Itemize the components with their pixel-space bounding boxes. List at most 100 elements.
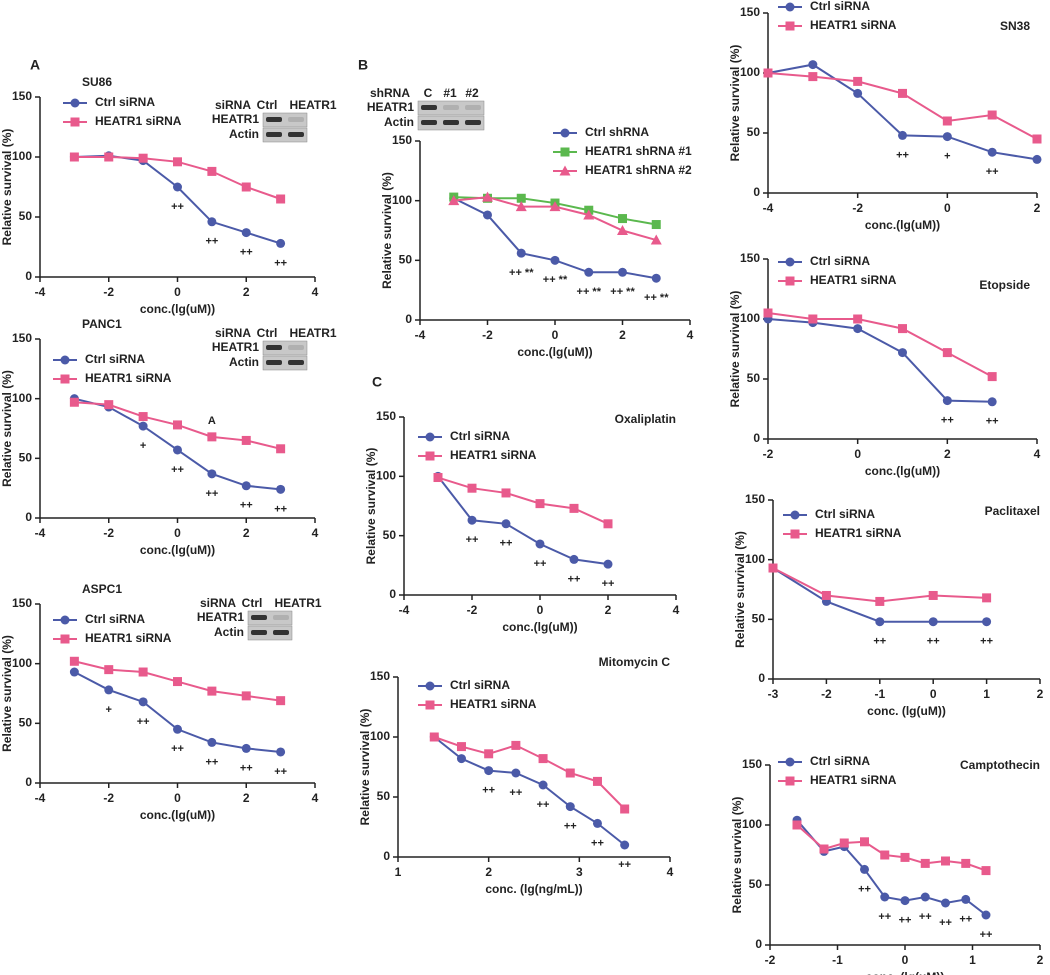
x-tick-label: 4 bbox=[1034, 447, 1041, 461]
y-tick-label: 50 bbox=[19, 716, 33, 730]
data-point bbox=[763, 68, 773, 78]
data-point bbox=[875, 617, 885, 627]
data-point bbox=[651, 220, 661, 230]
data-point bbox=[942, 132, 952, 142]
x-tick-label: -2 bbox=[482, 328, 493, 342]
y-axis-label: Relative survival (%) bbox=[364, 448, 378, 565]
significance-mark: ++ ** bbox=[509, 267, 534, 279]
y-tick-label: 50 bbox=[19, 209, 33, 223]
legend-marker bbox=[785, 776, 795, 786]
x-tick-label: 0 bbox=[854, 447, 861, 461]
significance-mark: ++ bbox=[602, 578, 615, 590]
data-point bbox=[433, 473, 443, 483]
blot-band bbox=[421, 105, 437, 110]
legend-label: HEATR1 siRNA bbox=[450, 697, 537, 711]
x-axis-label: conc.(lg(uM)) bbox=[865, 218, 940, 232]
significance-mark: ++ ** bbox=[577, 286, 602, 298]
data-point bbox=[860, 864, 869, 874]
data-point bbox=[276, 194, 286, 204]
blot-band bbox=[288, 345, 304, 350]
data-point bbox=[69, 667, 79, 677]
fit-line bbox=[437, 476, 609, 525]
significance-mark: + bbox=[944, 151, 950, 163]
y-tick-label: 150 bbox=[12, 89, 32, 103]
data-point bbox=[538, 754, 548, 764]
legend-marker bbox=[785, 757, 795, 767]
data-point bbox=[456, 742, 466, 752]
legend-label: Ctrl siRNA bbox=[810, 754, 870, 768]
legend-label: Ctrl siRNA bbox=[450, 678, 510, 692]
data-point bbox=[928, 590, 938, 600]
y-tick-label: 0 bbox=[758, 671, 765, 685]
fit-line bbox=[433, 736, 626, 810]
significance-mark: ++ ** bbox=[543, 274, 568, 286]
y-tick-label: 150 bbox=[12, 331, 32, 345]
data-point bbox=[207, 686, 217, 696]
data-point bbox=[511, 740, 521, 750]
x-tick-label: 0 bbox=[902, 953, 909, 967]
x-tick-label: 2 bbox=[485, 865, 492, 879]
blot-header: Ctrl bbox=[257, 326, 278, 340]
y-axis-label: Relative survival (%) bbox=[0, 370, 14, 487]
data-point bbox=[276, 238, 286, 248]
data-point bbox=[516, 248, 526, 258]
data-point bbox=[808, 72, 818, 82]
x-tick-label: -2 bbox=[467, 603, 478, 617]
data-point bbox=[173, 724, 182, 734]
y-tick-label: 100 bbox=[12, 149, 32, 163]
significance-mark: ++ bbox=[980, 929, 993, 941]
blot-band bbox=[465, 120, 481, 125]
data-point bbox=[920, 892, 930, 902]
blot-band bbox=[251, 615, 267, 620]
x-axis-label: conc. (lg(uM)) bbox=[866, 970, 945, 975]
data-point bbox=[853, 324, 863, 334]
blot-header: Ctrl bbox=[242, 596, 263, 610]
data-point bbox=[821, 590, 831, 600]
data-point bbox=[900, 896, 910, 906]
x-axis-label: conc.(lg(uM)) bbox=[865, 464, 940, 478]
significance-mark: ++ bbox=[466, 534, 479, 546]
y-tick-label: 100 bbox=[392, 193, 412, 207]
blot-header: siRNA bbox=[215, 98, 251, 112]
data-point bbox=[1032, 154, 1042, 164]
data-point bbox=[484, 749, 494, 759]
x-axis-label: conc. (lg(ng/mL)) bbox=[485, 882, 582, 896]
data-point bbox=[241, 481, 251, 491]
data-point bbox=[592, 818, 602, 828]
blot-strip bbox=[262, 340, 308, 356]
fit-line bbox=[437, 475, 609, 566]
data-point bbox=[987, 110, 997, 120]
y-tick-label: 0 bbox=[405, 312, 412, 326]
data-point bbox=[173, 420, 182, 430]
significance-mark: + bbox=[140, 440, 146, 452]
data-point bbox=[549, 201, 561, 212]
panel-letter: B bbox=[358, 57, 368, 73]
data-point bbox=[515, 201, 527, 212]
data-point bbox=[241, 182, 251, 192]
data-point bbox=[207, 432, 217, 442]
y-tick-label: 0 bbox=[755, 937, 762, 951]
data-point bbox=[104, 665, 114, 675]
legend-label: Ctrl siRNA bbox=[810, 0, 870, 13]
significance-mark: ++ bbox=[240, 762, 253, 774]
legend-label: Ctrl siRNA bbox=[810, 254, 870, 268]
y-tick-label: 0 bbox=[25, 510, 32, 524]
data-point bbox=[808, 314, 818, 324]
panel-letter: C bbox=[372, 374, 382, 390]
chart-title: PANC1 bbox=[82, 317, 122, 331]
data-point bbox=[104, 685, 114, 695]
significance-mark: ++ bbox=[927, 636, 940, 648]
y-axis-label: Relative survival (%) bbox=[380, 172, 394, 289]
data-point bbox=[569, 503, 579, 513]
x-tick-label: 1 bbox=[395, 865, 402, 879]
data-point bbox=[241, 743, 251, 753]
legend-marker bbox=[785, 276, 795, 286]
data-point bbox=[987, 397, 997, 407]
legend-marker bbox=[785, 2, 795, 12]
data-point bbox=[276, 747, 286, 757]
y-tick-label: 100 bbox=[745, 552, 765, 566]
data-point bbox=[207, 737, 217, 747]
significance-mark: ++ bbox=[896, 149, 909, 161]
x-axis-label: conc. (lg(uM)) bbox=[867, 704, 946, 718]
data-point bbox=[276, 444, 286, 454]
